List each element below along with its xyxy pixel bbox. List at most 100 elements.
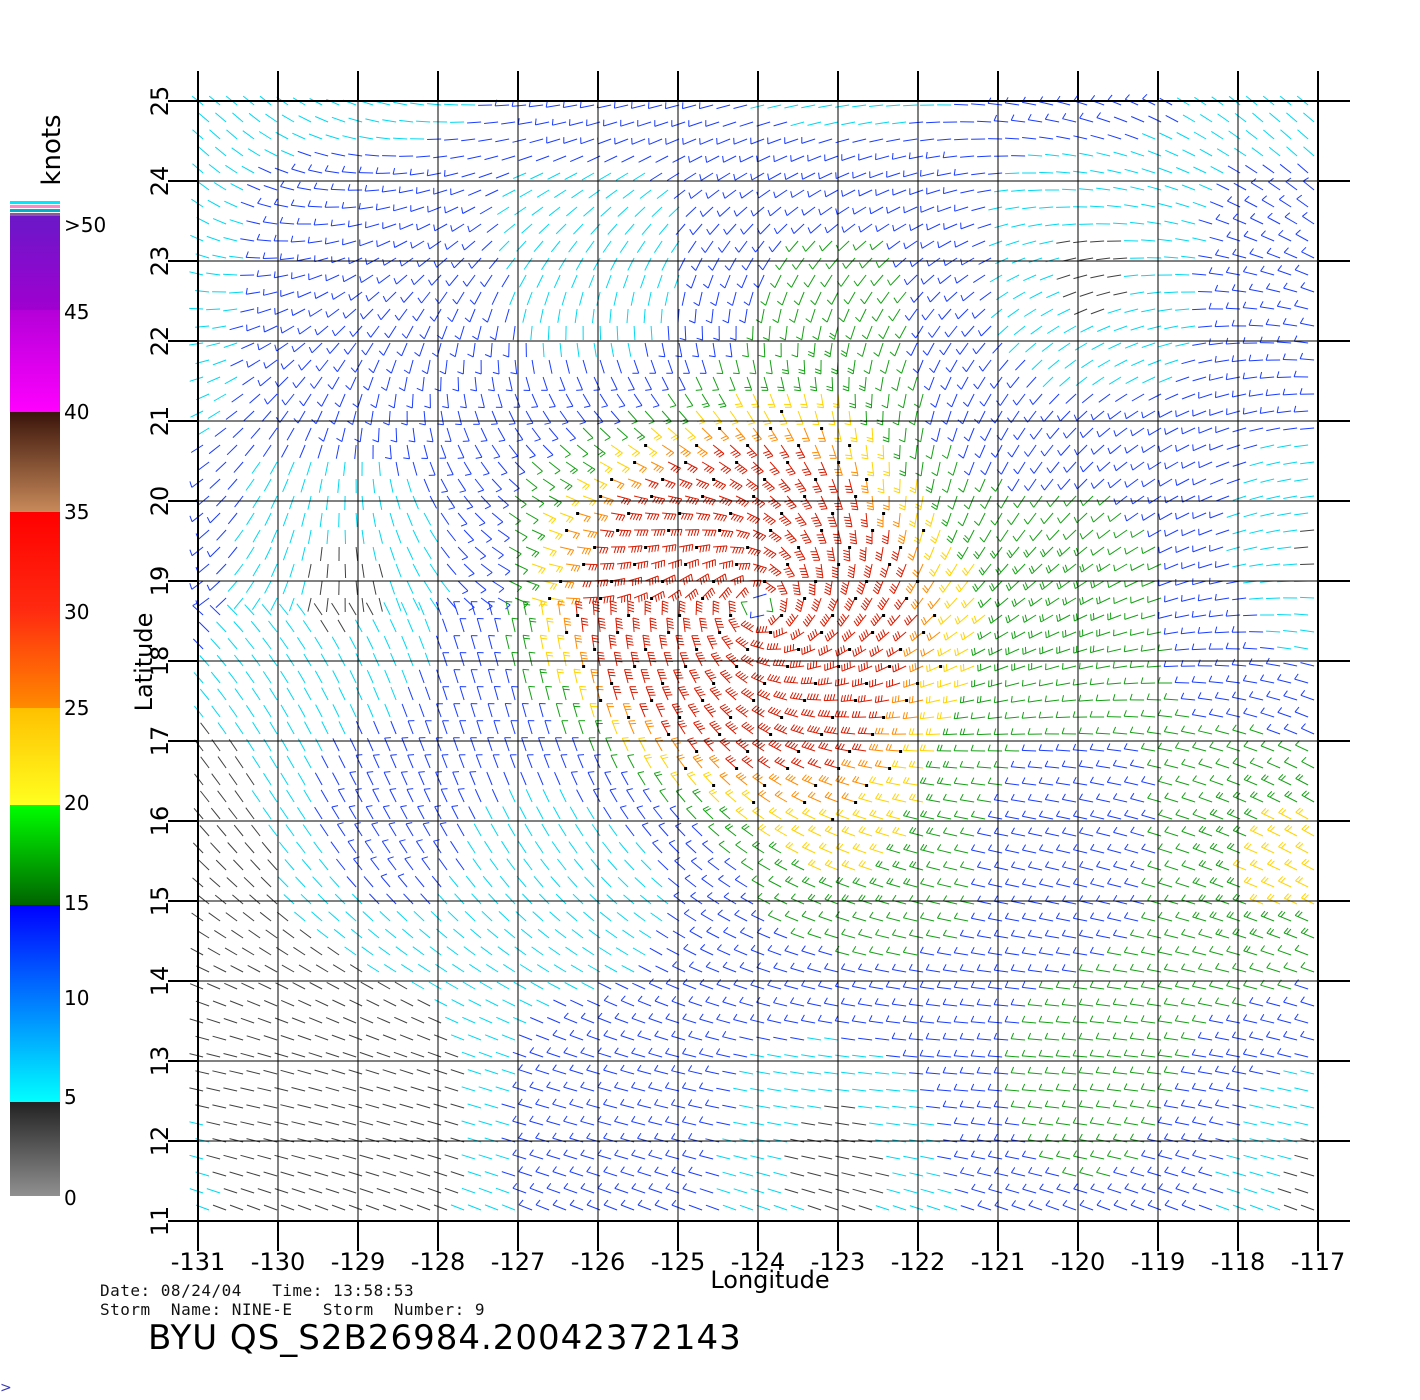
wind-barb-flag	[806, 616, 811, 622]
wind-barb	[831, 478, 838, 493]
wind-barb	[245, 671, 255, 684]
wind-barb	[1182, 529, 1196, 537]
wind-barb	[774, 155, 788, 163]
wind-barb-flag	[798, 487, 805, 491]
wind-barb-flag	[296, 217, 300, 225]
wind-barb	[1114, 597, 1128, 605]
wind-barb-flag	[806, 693, 810, 700]
wind-barb-flag	[189, 481, 193, 488]
wind-barb-flag	[1242, 642, 1246, 649]
wind-barb	[1028, 257, 1043, 263]
wind-barb-flag	[649, 617, 657, 621]
wind-barb-flag	[956, 384, 962, 390]
wind-barb-flag	[713, 530, 717, 537]
wind-barb-flag	[452, 298, 458, 305]
wind-barb-flag	[610, 643, 617, 646]
wind-barb	[1243, 512, 1258, 518]
wind-barb	[1283, 323, 1298, 327]
wind-barb-flag	[834, 437, 841, 440]
wind-barb-flag	[738, 547, 742, 554]
wind-barb-flag	[403, 369, 410, 374]
wind-barb-flag	[824, 613, 830, 620]
wind-barb	[903, 529, 907, 544]
wind-barb-flag	[292, 382, 297, 389]
wind-barb	[1294, 340, 1309, 344]
wind-barb	[569, 121, 584, 126]
wind-barb	[825, 189, 839, 198]
wind-barb	[1277, 614, 1292, 616]
wind-barb-flag	[716, 210, 721, 217]
wind-barb	[1260, 444, 1275, 449]
wind-barb-flag	[459, 490, 466, 493]
wind-barb-flag	[475, 456, 482, 459]
wind-barb-flag	[758, 626, 762, 633]
wind-barb	[372, 512, 377, 527]
wind-barb	[355, 546, 359, 561]
wind-barb-flag	[795, 660, 798, 668]
wind-barb-flag	[880, 570, 887, 575]
wind-barb	[462, 206, 476, 214]
wind-barb-flag	[766, 610, 773, 613]
wind-barb-flag	[666, 578, 668, 586]
wind-barb-flag	[574, 671, 581, 674]
wind-barb-flag	[960, 602, 965, 609]
wind-barb	[333, 410, 340, 425]
wind-barb-flag	[528, 651, 536, 654]
wind-barb-flag	[843, 558, 850, 562]
wind-barb-flag	[621, 436, 628, 441]
wind-barb	[705, 121, 720, 127]
wind-barb	[459, 618, 465, 633]
wind-barb-flag	[581, 547, 586, 555]
wind-barb-flag	[794, 389, 801, 392]
wind-barb-flag	[444, 206, 446, 213]
wind-barb-flag	[448, 507, 455, 510]
wind-barb	[1027, 512, 1037, 525]
wind-barb-flag	[426, 169, 429, 176]
wind-barb-flag	[845, 454, 852, 457]
wind-barb-flag	[851, 474, 859, 477]
wind-barb	[1286, 112, 1298, 123]
wind-barb	[518, 121, 533, 125]
wind-barb-flag	[619, 483, 625, 490]
wind-barb-flag	[707, 530, 711, 537]
wind-barb-flag	[974, 583, 979, 590]
wind-barb-flag	[720, 435, 727, 440]
wind-barb	[481, 240, 493, 251]
wind-barb-flag	[256, 233, 261, 240]
wind-barb	[786, 393, 792, 408]
wind-barb	[1175, 342, 1190, 347]
wind-barb-flag	[852, 650, 855, 657]
wind-barb	[336, 359, 346, 372]
wind-barb	[965, 359, 975, 372]
wind-barb-flag	[575, 533, 581, 540]
wind-barb-flag	[1030, 565, 1035, 572]
wind-barb	[1109, 410, 1122, 420]
wind-barb	[699, 618, 703, 633]
wind-barb	[663, 652, 669, 667]
wind-barb-flag	[742, 675, 749, 681]
wind-barb-flag	[802, 621, 808, 627]
wind-barb	[1143, 444, 1156, 454]
wind-barb	[343, 461, 346, 476]
wind-barb	[264, 512, 272, 526]
wind-barb	[648, 138, 663, 145]
wind-barb	[1132, 495, 1145, 505]
wind-barb	[434, 223, 448, 232]
wind-barb-flag	[875, 557, 882, 562]
wind-barb	[505, 601, 510, 616]
wind-barb	[725, 690, 737, 701]
wind-barb-flag	[696, 529, 700, 536]
wind-barb-flag	[393, 241, 396, 248]
wind-barb	[389, 580, 396, 595]
wind-barb	[852, 359, 856, 374]
wind-barb-flag	[1078, 662, 1081, 670]
wind-barb-flag	[539, 668, 547, 671]
wind-barb	[483, 274, 493, 287]
wind-barb	[746, 376, 753, 391]
wind-barb	[570, 155, 584, 163]
wind-barb-flag	[963, 599, 967, 607]
wind-barb	[824, 665, 839, 671]
rain-flag-dot	[905, 597, 909, 600]
wind-barb	[644, 257, 652, 271]
wind-barb-flag	[847, 574, 854, 579]
